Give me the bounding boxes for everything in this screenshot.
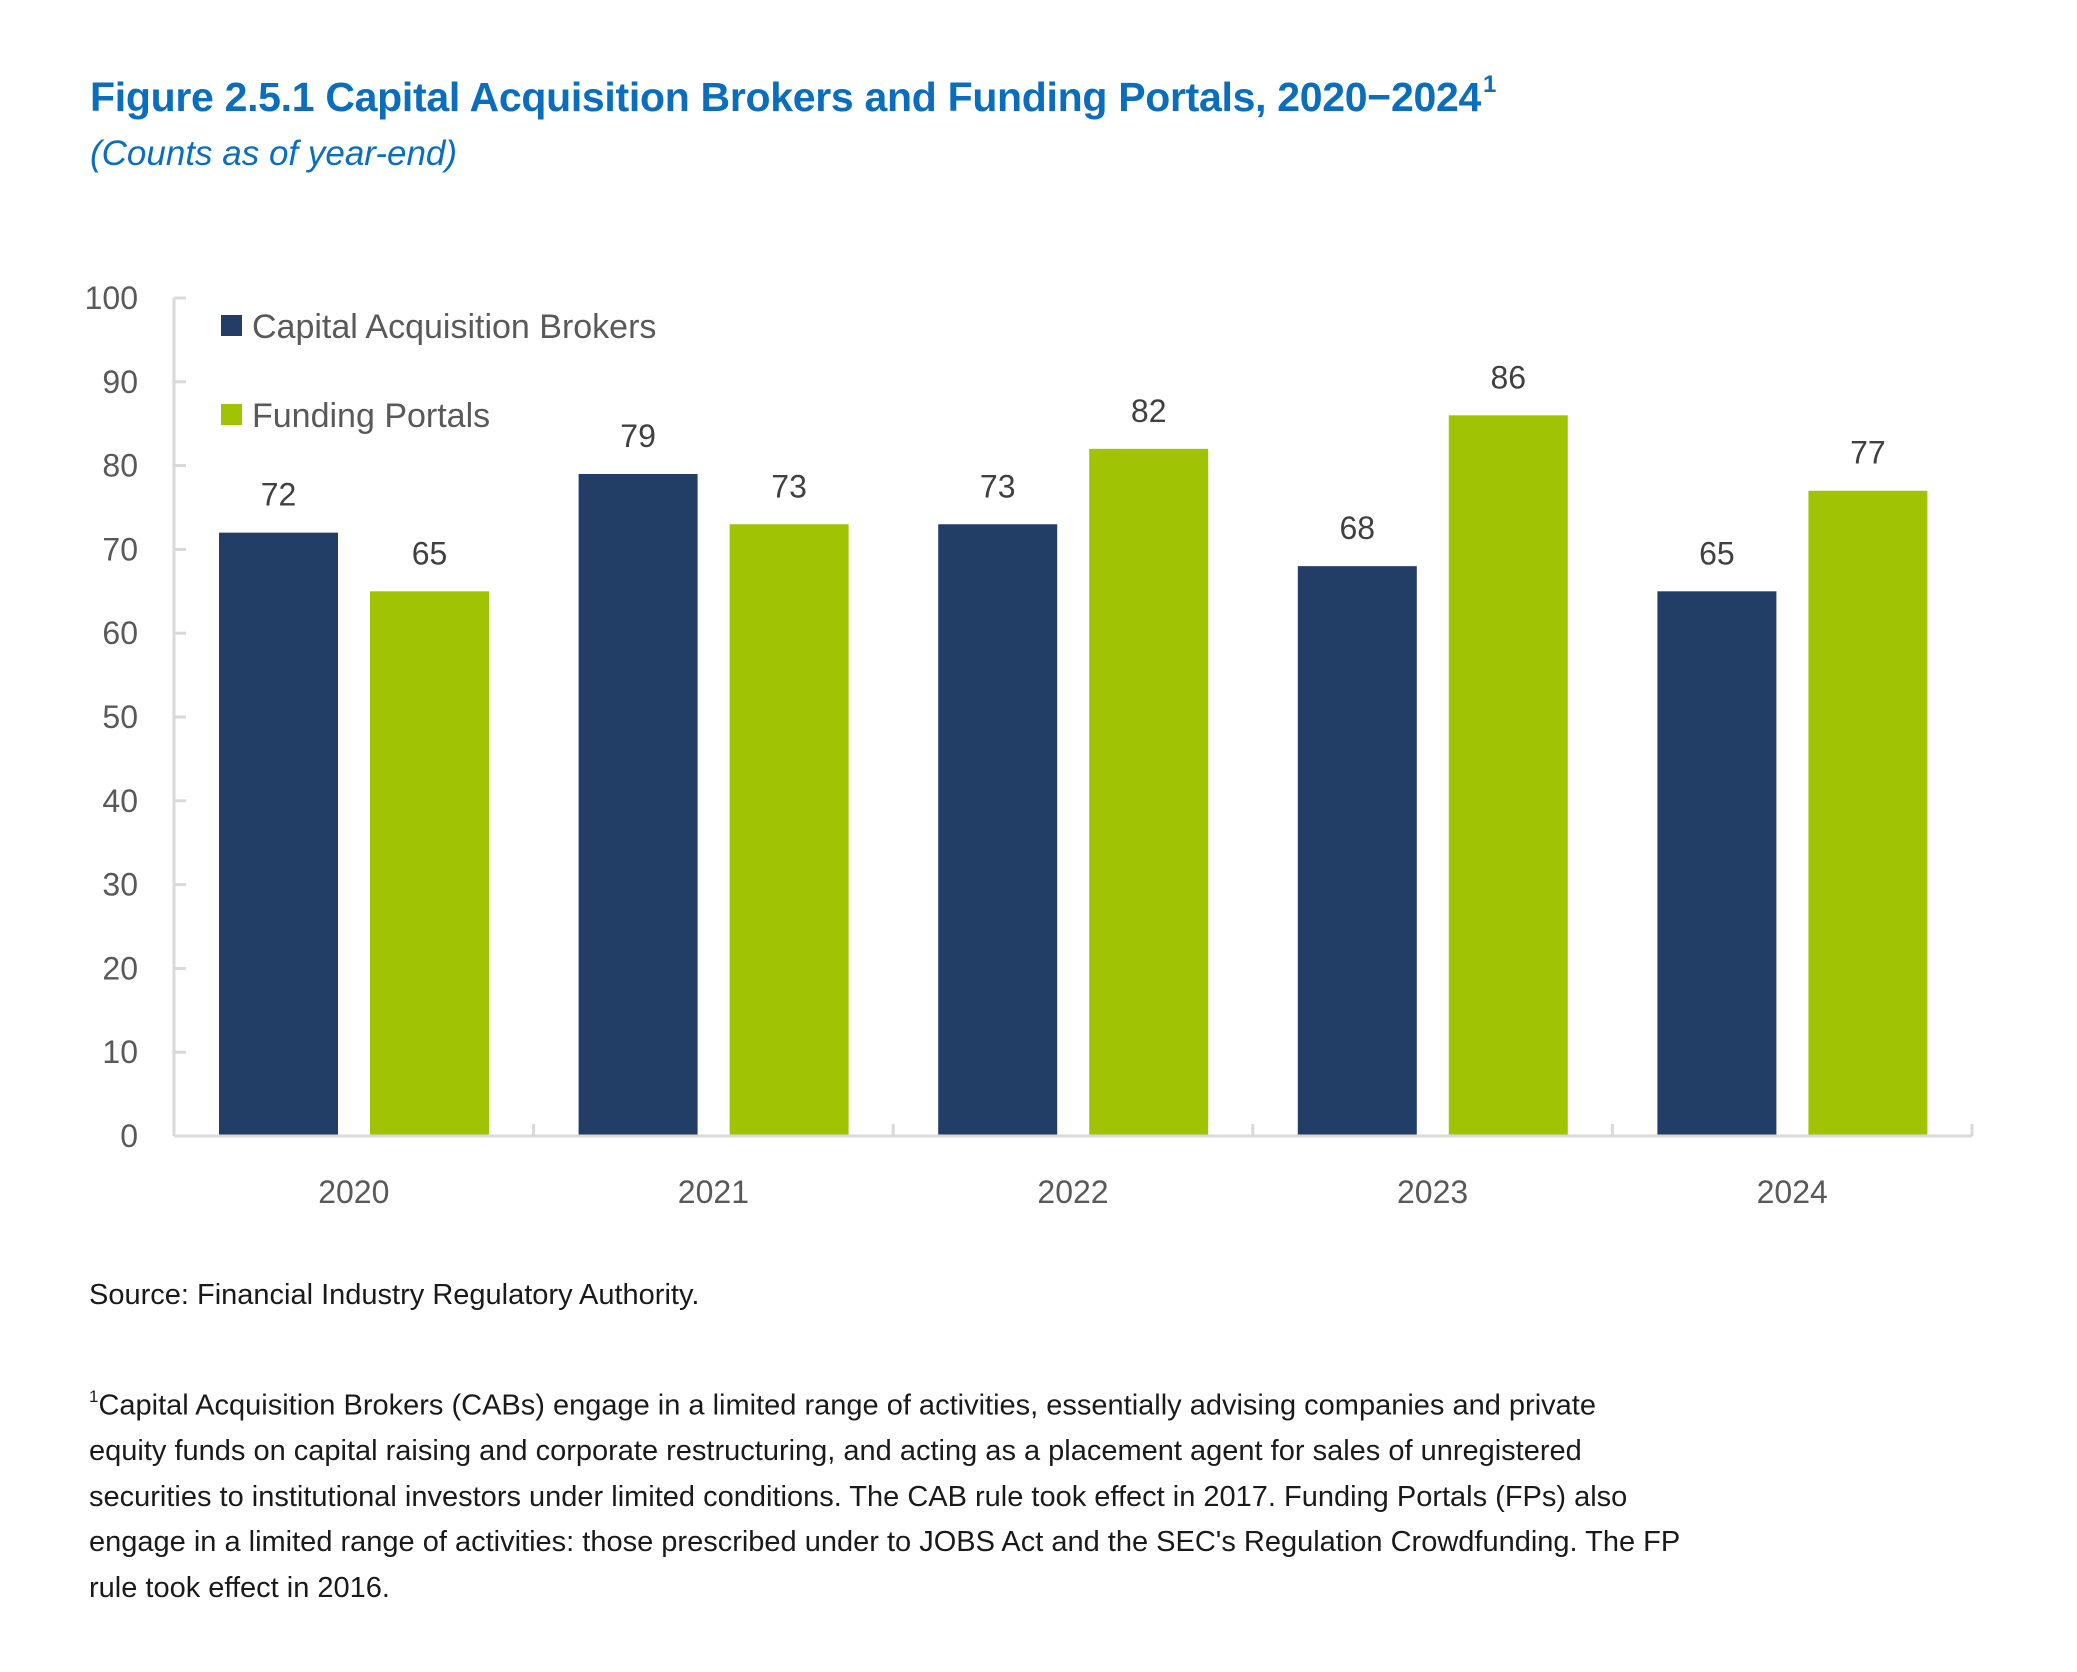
data-label: 72 [261,477,297,513]
data-label: 68 [1340,510,1376,546]
bar-cab-2021 [578,473,698,1135]
legend: Capital Acquisition Brokers Funding Porta… [221,308,656,435]
y-tick-label: 20 [102,950,138,986]
bar-cab-2024 [1657,591,1777,1135]
bar-fp-2021 [729,524,849,1135]
x-axis: 2020 2021 2022 2023 2024 [174,1124,1974,1210]
y-tick-label: 30 [102,867,138,903]
y-tick-label: 70 [102,531,138,567]
source-note: Source: Financial Industry Regulatory Au… [89,1279,700,1311]
bar-fp-2020 [370,591,489,1135]
footnote-marker: 1 [89,1387,99,1406]
legend-swatch [221,315,242,336]
data-label: 82 [1131,393,1167,429]
footnote-line: rule took effect in 2016. [89,1572,390,1605]
chart-title: Figure 2.5.1 Capital Acquisition Brokers… [90,71,1497,121]
bar-cab-2022 [938,524,1058,1135]
bar-fp-2022 [1089,448,1209,1135]
y-tick-label: 100 [85,280,138,316]
footnote-line: 1Capital Acquisition Brokers (CABs) enga… [89,1376,1680,1429]
footnote-line: securities to institutional investors un… [89,1480,1628,1513]
bars [219,415,1928,1135]
bar-cab-2020 [219,532,338,1135]
y-tick-label: 90 [102,364,138,400]
y-tick-label: 0 [120,1118,138,1154]
y-tick-label: 80 [102,448,138,484]
data-label: 79 [620,418,656,454]
y-tick-label: 10 [102,1034,138,1070]
x-tick-label: 2020 [318,1174,389,1210]
footnote-line: engage in a limited range of activities:… [89,1526,1681,1559]
chart-subtitle: (Counts as of year-end) [90,134,458,173]
data-label: 65 [412,535,448,571]
footnote-line-text: Capital Acquisition Brokers (CABs) engag… [98,1389,1596,1422]
legend-label: Funding Portals [252,397,490,435]
data-label: 77 [1850,435,1886,471]
y-axis-ticks: 0 10 20 30 40 50 60 70 80 90 100 [85,280,186,1154]
bar-cab-2023 [1297,566,1417,1135]
footnote-line: equity funds on capital raising and corp… [89,1435,1582,1468]
bar-fp-2023 [1448,415,1568,1135]
data-label: 73 [771,468,807,504]
data-label: 86 [1491,359,1527,395]
x-tick-label: 2022 [1037,1174,1108,1210]
y-tick-label: 50 [102,699,138,735]
x-tick-label: 2024 [1757,1174,1828,1210]
data-label: 65 [1699,535,1735,571]
title-footnote-marker: 1 [1482,71,1497,99]
legend-label: Capital Acquisition Brokers [252,308,656,346]
bar-fp-2024 [1808,490,1928,1135]
data-labels: 72 79 73 68 65 65 73 82 86 77 [261,359,1886,571]
footnote: 1Capital Acquisition Brokers (CABs) enga… [89,1376,1680,1612]
y-tick-label: 40 [102,783,138,819]
data-label: 73 [980,468,1016,504]
y-tick-label: 60 [102,615,138,651]
x-tick-label: 2021 [678,1174,749,1210]
legend-swatch [221,404,242,425]
chart-title-text: Figure 2.5.1 Capital Acquisition Brokers… [90,74,1481,120]
x-tick-label: 2023 [1397,1174,1468,1210]
